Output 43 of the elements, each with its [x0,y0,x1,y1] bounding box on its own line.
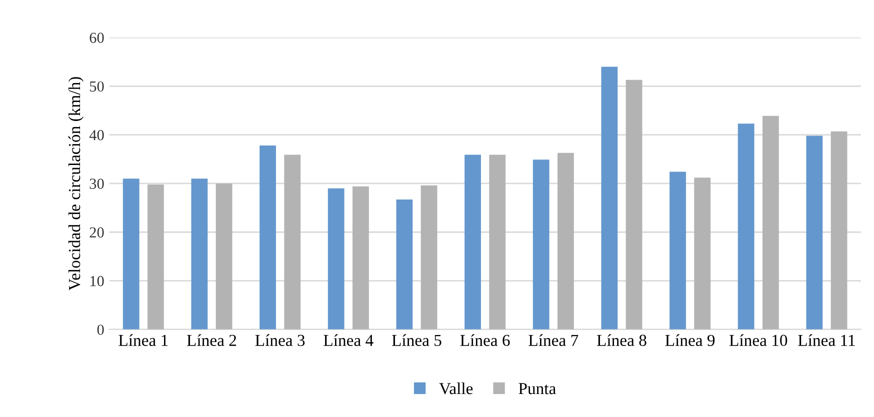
bar [396,200,413,330]
y-tick-label: 40 [89,130,104,140]
x-tick-label: Línea 10 [729,334,788,346]
bar [489,154,506,330]
x-tick-label: Línea 4 [324,334,374,346]
x-tick-label: Línea 1 [118,334,168,346]
bar [694,178,711,330]
y-tick-label: 0 [97,324,104,335]
y-tick-label: 60 [90,32,104,43]
x-tick-label: Línea 8 [596,334,646,346]
legend-label: Punta [518,383,556,394]
y-axis-title: Velocidad de circulación (km/h) [68,77,84,290]
bar [260,146,276,330]
bar [830,131,848,330]
x-tick-label: Línea 2 [187,334,236,346]
bar [670,172,686,330]
bar [626,80,642,330]
x-tick-label: Línea 3 [255,334,305,346]
bar [738,124,754,330]
bar [806,136,823,330]
x-tick-label: Línea 6 [460,334,510,346]
y-tick-label: 20 [90,227,104,238]
bar [216,183,232,330]
x-tick-label: Línea 5 [392,334,442,346]
y-tick-label: 50 [90,81,104,92]
bar [122,178,140,330]
bar [328,188,344,330]
bar [464,154,481,330]
y-tick-label: 30 [90,178,104,189]
bar [532,160,550,330]
bar [762,116,779,330]
bar [284,154,301,330]
x-tick-label: Línea 7 [528,334,578,346]
bar [191,178,208,330]
x-tick-label: Línea 9 [665,334,715,346]
y-tick-label: 10 [90,276,104,286]
bar [148,184,164,330]
bar [420,185,438,330]
legend-label: Valle [439,382,473,394]
bar [352,186,369,330]
x-tick-label: Línea 11 [798,334,855,346]
bar [558,152,574,330]
bar [601,66,618,330]
